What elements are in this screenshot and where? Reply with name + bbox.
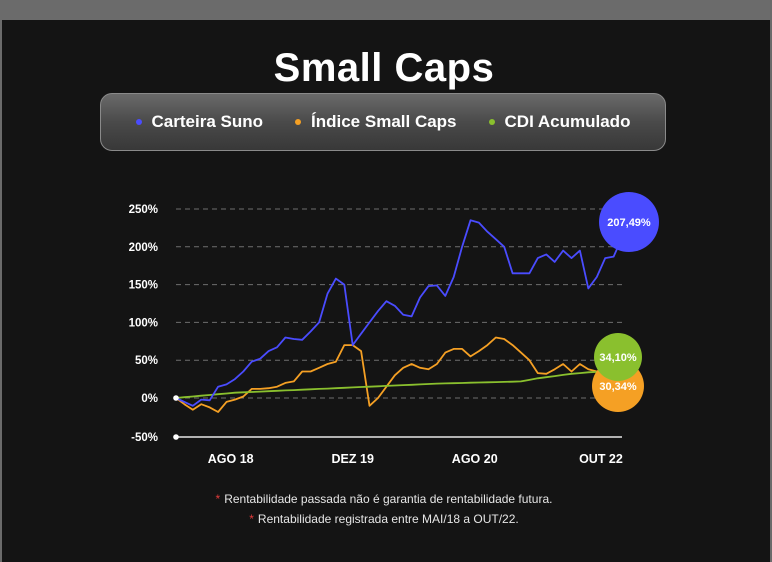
legend-label: Carteira Suno (151, 112, 264, 131)
footnote-text: Rentabilidade registrada entre MAI/18 a … (257, 512, 519, 526)
legend-dot-icon (135, 119, 142, 125)
legend-item-cdi-acumulado: CDI Acumulado (488, 112, 631, 132)
y-tick-label: 200% (129, 242, 158, 254)
x-tick-label: AGO 20 (452, 452, 498, 466)
y-tick-label: 150% (129, 280, 158, 292)
end-value-label: 30,34% (599, 381, 637, 393)
legend-dot-icon (488, 119, 495, 125)
end-value-bubble (594, 333, 642, 381)
y-tick-label: 100% (129, 317, 158, 329)
legend-dot-icon (295, 119, 302, 125)
y-tick-label: 250% (129, 204, 158, 216)
x-tick-label: AGO 18 (208, 452, 254, 466)
end-value-bubble (599, 192, 659, 252)
series-line--ndice-small-caps (175, 336, 631, 413)
series-line-cdi-acumulado (175, 368, 631, 399)
y-tick-label: -50% (131, 432, 158, 444)
footnote-star: * (249, 512, 254, 526)
chart-title: Small Caps (273, 46, 495, 90)
x-tick-label: DEZ 19 (332, 452, 374, 466)
footnote-1: * Rentabilidade passada não é garantia de… (0, 492, 768, 506)
end-value-label: 207,49% (607, 217, 651, 229)
footnote-text: Rentabilidade passada não é garantia de … (224, 492, 553, 506)
end-value-label: 34,10% (599, 352, 637, 364)
legend-item-carteira-suno: Carteira Suno (135, 112, 264, 132)
legend: Carteira Suno Índice Small Caps CDI Acum… (100, 93, 666, 151)
footnote-2: * Rentabilidade registrada entre MAI/18 a… (0, 512, 768, 526)
origin-point (173, 395, 179, 401)
y-tick-label: 0% (141, 393, 158, 405)
legend-label: Índice Small Caps (311, 112, 457, 131)
footnote-star: * (215, 492, 221, 506)
x-tick-label: OUT 22 (579, 452, 623, 466)
legend-item-indice-small-caps: Índice Small Caps (295, 112, 457, 132)
y-tick-label: 50% (135, 355, 158, 367)
axis-start-dot (173, 434, 179, 440)
series-line-carteira-suno (175, 219, 632, 407)
legend-label: CDI Acumulado (504, 112, 631, 131)
